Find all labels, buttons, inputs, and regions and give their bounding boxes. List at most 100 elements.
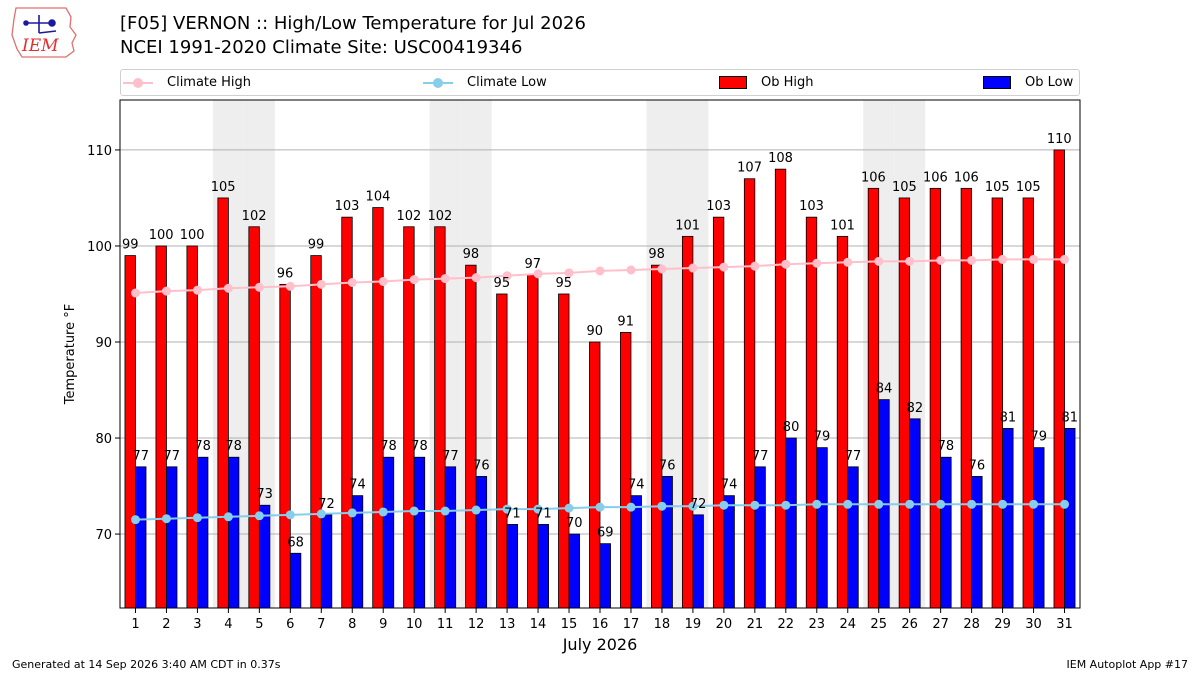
- ob-low-bar: [258, 504, 271, 609]
- x-tick-label: 26: [901, 617, 918, 632]
- ob-low-label: 77: [163, 449, 180, 464]
- climate-high-point: [409, 275, 419, 285]
- ob-low-label: 74: [628, 478, 645, 493]
- ob-high-label: 106: [923, 170, 948, 185]
- climate-high-point: [998, 254, 1008, 264]
- ob-high-bar: [558, 293, 570, 609]
- x-tick-label: 17: [623, 617, 640, 632]
- climate-high-point: [192, 285, 202, 295]
- y-axis-label: Temperature °F: [63, 304, 78, 405]
- climate-high-point: [378, 276, 388, 286]
- climate-high-point: [316, 279, 326, 289]
- ob-high-bar: [960, 187, 973, 609]
- x-tick-label: 13: [499, 617, 516, 632]
- ob-low-bar: [506, 524, 519, 609]
- x-tick-label: 2: [162, 617, 170, 632]
- ob-high-bar: [681, 235, 694, 609]
- y-tick-label: 100: [87, 240, 112, 255]
- ob-low-bar: [382, 456, 395, 609]
- ob-high-label: 106: [861, 170, 886, 185]
- ob-high-label: 108: [768, 151, 793, 166]
- legend-label-ob-high: Ob High: [761, 75, 814, 90]
- ob-high-label: 98: [463, 247, 480, 262]
- ob-low-label: 82: [907, 401, 924, 416]
- legend-item-climate-low: Climate Low: [423, 70, 547, 95]
- ob-high-label: 104: [366, 190, 391, 205]
- x-tick-label: 18: [654, 617, 671, 632]
- ob-high-bar: [712, 216, 725, 609]
- iem-logo: IEM: [11, 7, 77, 58]
- climate-low-point: [316, 509, 326, 519]
- ob-high-label: 98: [648, 247, 665, 262]
- ob-low-label: 72: [690, 497, 707, 512]
- ob-low-label: 73: [256, 487, 273, 502]
- climate-low-point: [874, 499, 884, 509]
- x-tick-label: 12: [468, 617, 485, 632]
- climate-low-point: [502, 504, 512, 514]
- ob-low-label: 78: [194, 439, 211, 454]
- ob-low-bar: [940, 456, 952, 609]
- ob-low-label: 74: [721, 478, 738, 493]
- x-axis-label: July 2026: [562, 635, 638, 654]
- x-tick-label: 19: [685, 617, 702, 632]
- ob-low-bar: [444, 466, 457, 609]
- climate-low-point: [533, 504, 543, 514]
- ob-high-label: 101: [675, 218, 700, 233]
- ob-low-bar: [1002, 428, 1014, 609]
- ob-low-label: 78: [938, 439, 955, 454]
- ob-low-bar: [1033, 447, 1045, 609]
- ob-low-bar: [475, 476, 488, 609]
- ob-high-label: 99: [308, 238, 325, 253]
- ob-high-label: 102: [427, 209, 452, 224]
- climate-high-point: [750, 261, 760, 271]
- y-tick-label: 80: [95, 432, 112, 447]
- ob-high-bar: [341, 216, 353, 609]
- climate-high-point: [626, 265, 636, 275]
- x-tick-label: 14: [530, 617, 547, 632]
- climate-low-point: [564, 503, 574, 513]
- climate-high-point: [595, 266, 605, 276]
- climate-low-point: [471, 505, 481, 515]
- climate-high-point: [905, 256, 915, 266]
- ob-low-bar: [197, 456, 209, 609]
- app-identifier: IEM Autoplot App #17: [1066, 658, 1189, 671]
- legend-marker-ob-high: [719, 76, 747, 89]
- ob-high-bar: [372, 207, 384, 609]
- climate-low-point: [936, 499, 946, 509]
- climate-low-point: [378, 507, 388, 517]
- ob-high-label: 90: [586, 324, 603, 339]
- ob-low-label: 76: [473, 458, 490, 473]
- ob-high-label: 102: [397, 209, 422, 224]
- ob-low-label: 72: [318, 497, 335, 512]
- ob-low-bar: [723, 495, 735, 609]
- x-tick-label: 22: [778, 617, 795, 632]
- climate-high-point: [285, 281, 295, 291]
- legend-item-ob-high: Ob High: [719, 70, 814, 95]
- ob-high-label: 101: [830, 218, 855, 233]
- ob-high-bar: [929, 187, 942, 609]
- y-tick-label: 70: [95, 528, 112, 543]
- ob-high-label: 103: [335, 199, 360, 214]
- ob-low-bar: [135, 466, 147, 609]
- ob-low-label: 76: [969, 458, 986, 473]
- ob-low-bar: [692, 514, 704, 609]
- x-tick-label: 11: [437, 617, 454, 632]
- ob-high-bar: [774, 168, 787, 609]
- ob-low-bar: [568, 533, 580, 609]
- ob-high-bar: [496, 293, 508, 609]
- ob-high-bar: [836, 235, 849, 609]
- x-tick-label: 27: [932, 617, 949, 632]
- climate-low-point: [595, 502, 605, 512]
- ob-high-bar: [651, 264, 663, 609]
- ob-high-label: 105: [1016, 180, 1041, 195]
- climate-high-point: [564, 268, 574, 278]
- ob-low-bar: [785, 437, 797, 609]
- x-tick-label: 9: [379, 617, 387, 632]
- x-tick-label: 23: [809, 617, 826, 632]
- x-tick-label: 4: [224, 617, 232, 632]
- x-tick-label: 30: [1025, 617, 1042, 632]
- ob-low-label: 78: [225, 439, 242, 454]
- climate-low-point: [843, 499, 853, 509]
- ob-high-label: 106: [954, 170, 979, 185]
